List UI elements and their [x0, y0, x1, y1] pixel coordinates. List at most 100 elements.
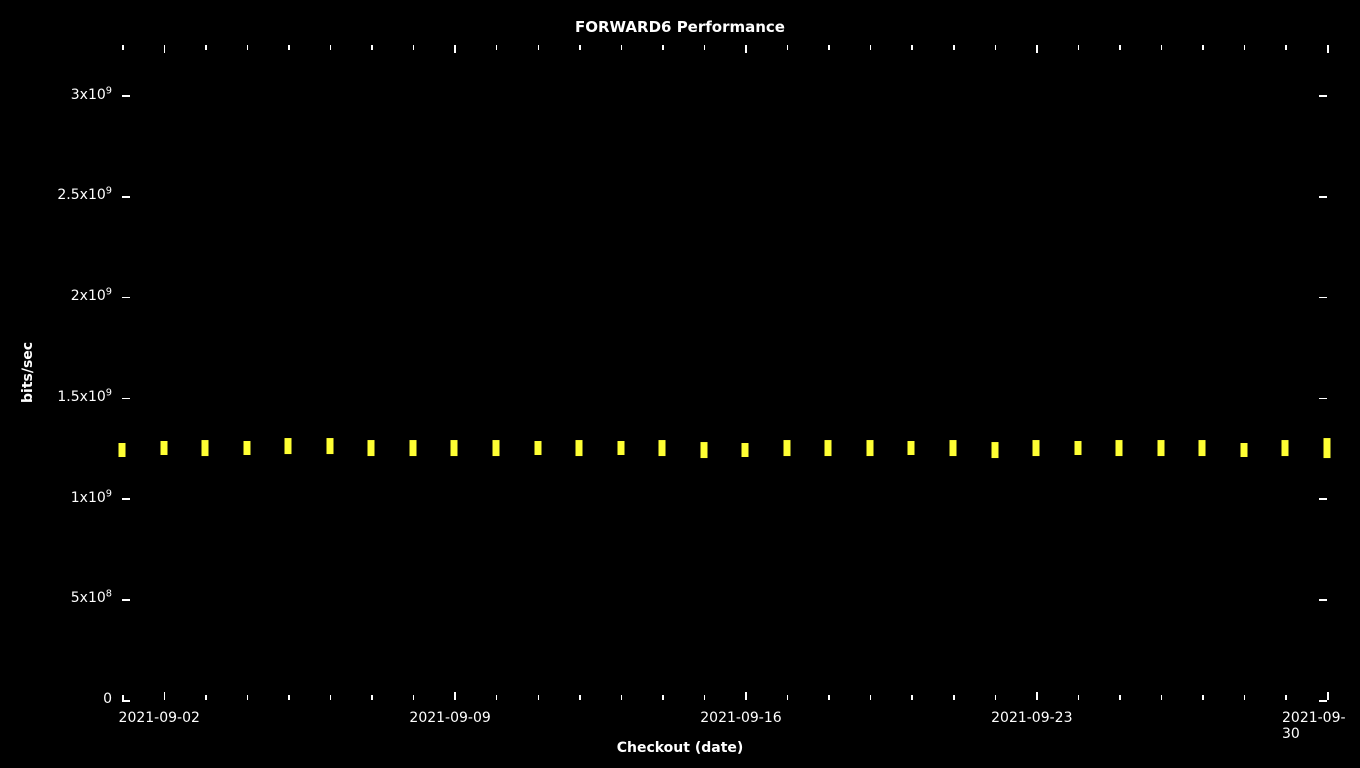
- x-tick-label: 2021-09-02: [119, 710, 200, 726]
- data-point: [576, 440, 583, 456]
- x-tick-mark: [330, 45, 332, 50]
- y-axis-label: bits/sec: [20, 341, 36, 402]
- x-major-tick-mark: [1036, 45, 1038, 53]
- x-tick-mark: [704, 45, 706, 50]
- y-tick-mark: [122, 297, 130, 299]
- y-tick-mark: [1319, 498, 1327, 500]
- data-point: [950, 440, 957, 456]
- data-point: [1199, 440, 1206, 456]
- data-point: [202, 440, 209, 456]
- data-point: [866, 440, 873, 456]
- y-tick-mark: [1319, 398, 1327, 400]
- y-tick-label: 1x109: [71, 490, 112, 506]
- x-tick-label: 2021-09-16: [700, 710, 781, 726]
- x-tick-mark: [662, 695, 664, 700]
- x-tick-mark: [205, 695, 207, 700]
- y-tick-mark: [1319, 196, 1327, 198]
- data-point: [1033, 440, 1040, 456]
- data-point: [409, 440, 416, 456]
- x-tick-label: 2021-09-23: [991, 710, 1072, 726]
- data-point: [1116, 440, 1123, 456]
- x-major-tick-mark: [1036, 692, 1038, 700]
- x-major-tick-mark: [745, 45, 747, 53]
- y-tick-mark: [122, 700, 130, 702]
- x-tick-mark: [911, 695, 913, 700]
- y-tick-mark: [122, 398, 130, 400]
- y-tick-mark: [1319, 95, 1327, 97]
- x-tick-mark: [621, 45, 623, 50]
- x-tick-mark: [621, 695, 623, 700]
- x-tick-mark: [122, 695, 124, 700]
- data-point: [1282, 440, 1289, 456]
- data-point: [742, 443, 749, 457]
- x-tick-mark: [247, 695, 249, 700]
- x-tick-mark: [911, 45, 913, 50]
- x-tick-mark: [579, 45, 581, 50]
- y-tick-mark: [122, 95, 130, 97]
- x-tick-mark: [828, 695, 830, 700]
- x-tick-mark: [1285, 45, 1287, 50]
- y-tick-mark: [1319, 297, 1327, 299]
- x-tick-mark: [1285, 695, 1287, 700]
- x-tick-mark: [371, 695, 373, 700]
- x-axis-label: Checkout (date): [0, 740, 1360, 756]
- x-major-tick-mark: [1327, 692, 1329, 700]
- chart-container: FORWARD6 Performance bits/sec Checkout (…: [0, 0, 1360, 768]
- y-tick-mark: [122, 599, 130, 601]
- data-point: [534, 441, 541, 455]
- x-major-tick-mark: [454, 45, 456, 53]
- x-tick-mark: [122, 45, 124, 50]
- data-point: [492, 440, 499, 456]
- x-tick-mark: [870, 695, 872, 700]
- x-tick-label: 2021-09-30: [1282, 710, 1360, 742]
- x-tick-mark: [1078, 45, 1080, 50]
- data-point: [326, 438, 333, 454]
- y-tick-mark: [1319, 599, 1327, 601]
- x-tick-mark: [1161, 45, 1163, 50]
- data-point: [1074, 441, 1081, 455]
- x-tick-mark: [953, 695, 955, 700]
- data-point: [243, 441, 250, 455]
- x-tick-mark: [579, 695, 581, 700]
- x-tick-mark: [371, 45, 373, 50]
- data-point: [783, 440, 790, 456]
- data-point: [285, 438, 292, 454]
- x-tick-mark: [1244, 695, 1246, 700]
- data-point: [451, 440, 458, 456]
- x-tick-mark: [1202, 695, 1204, 700]
- y-tick-label: 0: [103, 691, 112, 707]
- x-tick-mark: [288, 45, 290, 50]
- data-point: [1240, 443, 1247, 457]
- data-point: [1157, 440, 1164, 456]
- y-tick-label: 2x109: [71, 288, 112, 304]
- data-point: [119, 443, 126, 457]
- x-tick-mark: [247, 45, 249, 50]
- x-tick-mark: [995, 45, 997, 50]
- x-major-tick-mark: [454, 692, 456, 700]
- data-point: [825, 440, 832, 456]
- x-tick-mark: [1161, 695, 1163, 700]
- data-point: [617, 441, 624, 455]
- x-tick-mark: [496, 695, 498, 700]
- x-tick-mark: [1119, 45, 1121, 50]
- x-major-tick-mark: [164, 45, 166, 53]
- x-major-tick-mark: [745, 692, 747, 700]
- y-tick-label: 1.5x109: [57, 389, 112, 405]
- x-tick-mark: [1244, 45, 1246, 50]
- x-tick-mark: [496, 45, 498, 50]
- x-tick-mark: [205, 45, 207, 50]
- x-tick-mark: [870, 45, 872, 50]
- y-tick-mark: [122, 196, 130, 198]
- data-point: [368, 440, 375, 456]
- x-tick-mark: [1202, 45, 1204, 50]
- x-tick-mark: [787, 695, 789, 700]
- y-tick-label: 2.5x109: [57, 187, 112, 203]
- x-tick-mark: [1078, 695, 1080, 700]
- y-tick-label: 3x109: [71, 87, 112, 103]
- data-point: [160, 441, 167, 455]
- x-major-tick-mark: [164, 692, 166, 700]
- x-tick-mark: [1119, 695, 1121, 700]
- x-tick-mark: [953, 45, 955, 50]
- x-tick-label: 2021-09-09: [409, 710, 490, 726]
- x-tick-mark: [538, 45, 540, 50]
